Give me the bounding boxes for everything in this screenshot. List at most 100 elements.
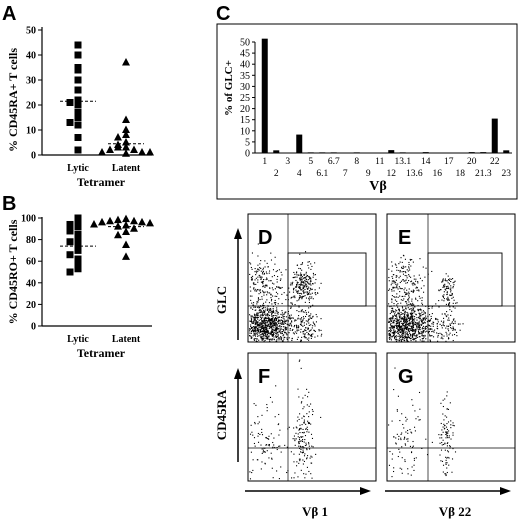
event-dot [446, 445, 448, 447]
event-dot [262, 269, 264, 271]
event-dot [252, 322, 254, 324]
event-dot [393, 327, 395, 329]
event-dot [259, 290, 261, 292]
event-dot [403, 323, 405, 325]
event-dot [408, 288, 410, 290]
event-dot [266, 273, 268, 275]
event-dot [452, 326, 454, 328]
event-dot [406, 314, 408, 316]
event-dot [260, 260, 262, 262]
event-dot [388, 334, 390, 337]
event-dot [393, 320, 395, 322]
bar [296, 134, 303, 153]
event-dot [263, 328, 265, 330]
event-dot [257, 331, 260, 333]
event-dot [447, 432, 449, 434]
event-dot [413, 332, 415, 335]
event-dot [402, 265, 404, 267]
event-dot [412, 322, 414, 324]
event-dot [300, 436, 302, 438]
event-dot [269, 319, 272, 321]
event-dot [299, 431, 301, 434]
event-dot [421, 335, 423, 337]
event-dot [437, 321, 439, 323]
event-dot [305, 428, 307, 430]
event-dot [425, 267, 427, 269]
event-dot [399, 330, 401, 332]
event-dot [391, 290, 393, 292]
event-dot [405, 326, 408, 328]
event-dot [444, 443, 446, 445]
event-dot [261, 317, 263, 320]
event-dot [284, 312, 286, 314]
event-dot [266, 325, 268, 327]
event-dot [272, 289, 274, 291]
event-dot [260, 318, 262, 321]
event-dot [275, 335, 277, 337]
event-dot [314, 262, 316, 264]
event-dot [394, 319, 396, 321]
ytick-label: 50 [26, 26, 36, 37]
event-dot [419, 308, 421, 310]
event-dot [412, 291, 414, 294]
event-dot [388, 320, 390, 322]
event-dot [256, 335, 259, 337]
event-dot [391, 332, 393, 334]
event-dot [404, 280, 406, 282]
event-dot [420, 315, 422, 317]
event-dot [255, 309, 257, 311]
event-dot [452, 282, 454, 284]
event-dot [295, 432, 297, 434]
event-dot [441, 460, 444, 462]
event-dot [436, 327, 438, 329]
event-dot [293, 287, 295, 289]
ytick-label: 40 [26, 51, 36, 62]
ytick-label: 20 [240, 104, 250, 115]
event-dot [403, 266, 405, 268]
event-dot [298, 396, 300, 398]
event-dot [397, 332, 400, 334]
event-dot [284, 311, 286, 313]
event-dot [307, 420, 309, 422]
event-dot [277, 293, 279, 295]
event-dot [442, 286, 444, 288]
event-dot [392, 316, 394, 318]
event-dot [275, 302, 277, 304]
event-dot [443, 428, 445, 430]
event-dot [268, 310, 270, 312]
event-dot [262, 328, 264, 330]
event-dot [413, 335, 415, 337]
event-dot [279, 429, 281, 431]
event-dot [412, 316, 414, 318]
event-dot [253, 442, 256, 445]
event-dot [396, 318, 398, 320]
event-dot [402, 330, 404, 332]
event-dot [421, 297, 423, 299]
event-dot [420, 333, 422, 335]
event-dot [271, 328, 273, 330]
event-dot [399, 331, 402, 333]
panel-a-cat-latent: Latent [112, 163, 141, 174]
event-dot [452, 329, 454, 331]
event-dot [400, 316, 402, 318]
event-dot [312, 446, 314, 448]
event-dot [432, 336, 435, 338]
event-dot [444, 285, 446, 287]
flow-xlabel-vb22: Vβ 22 [439, 504, 472, 519]
event-dot [294, 331, 296, 333]
event-dot [250, 337, 252, 340]
event-dot [448, 319, 450, 321]
event-dot [421, 314, 423, 316]
event-dot [403, 330, 405, 332]
event-dot [396, 322, 398, 324]
event-dot [296, 274, 298, 276]
event-dot [252, 304, 254, 306]
event-dot [395, 338, 398, 340]
event-dot [410, 339, 412, 342]
panel-f-letter: F [258, 366, 270, 388]
event-dot [272, 320, 274, 322]
event-dot [409, 258, 411, 261]
event-dot [407, 323, 409, 326]
panel-b-xlabel: Tetramer [77, 346, 126, 360]
bar [399, 152, 406, 153]
